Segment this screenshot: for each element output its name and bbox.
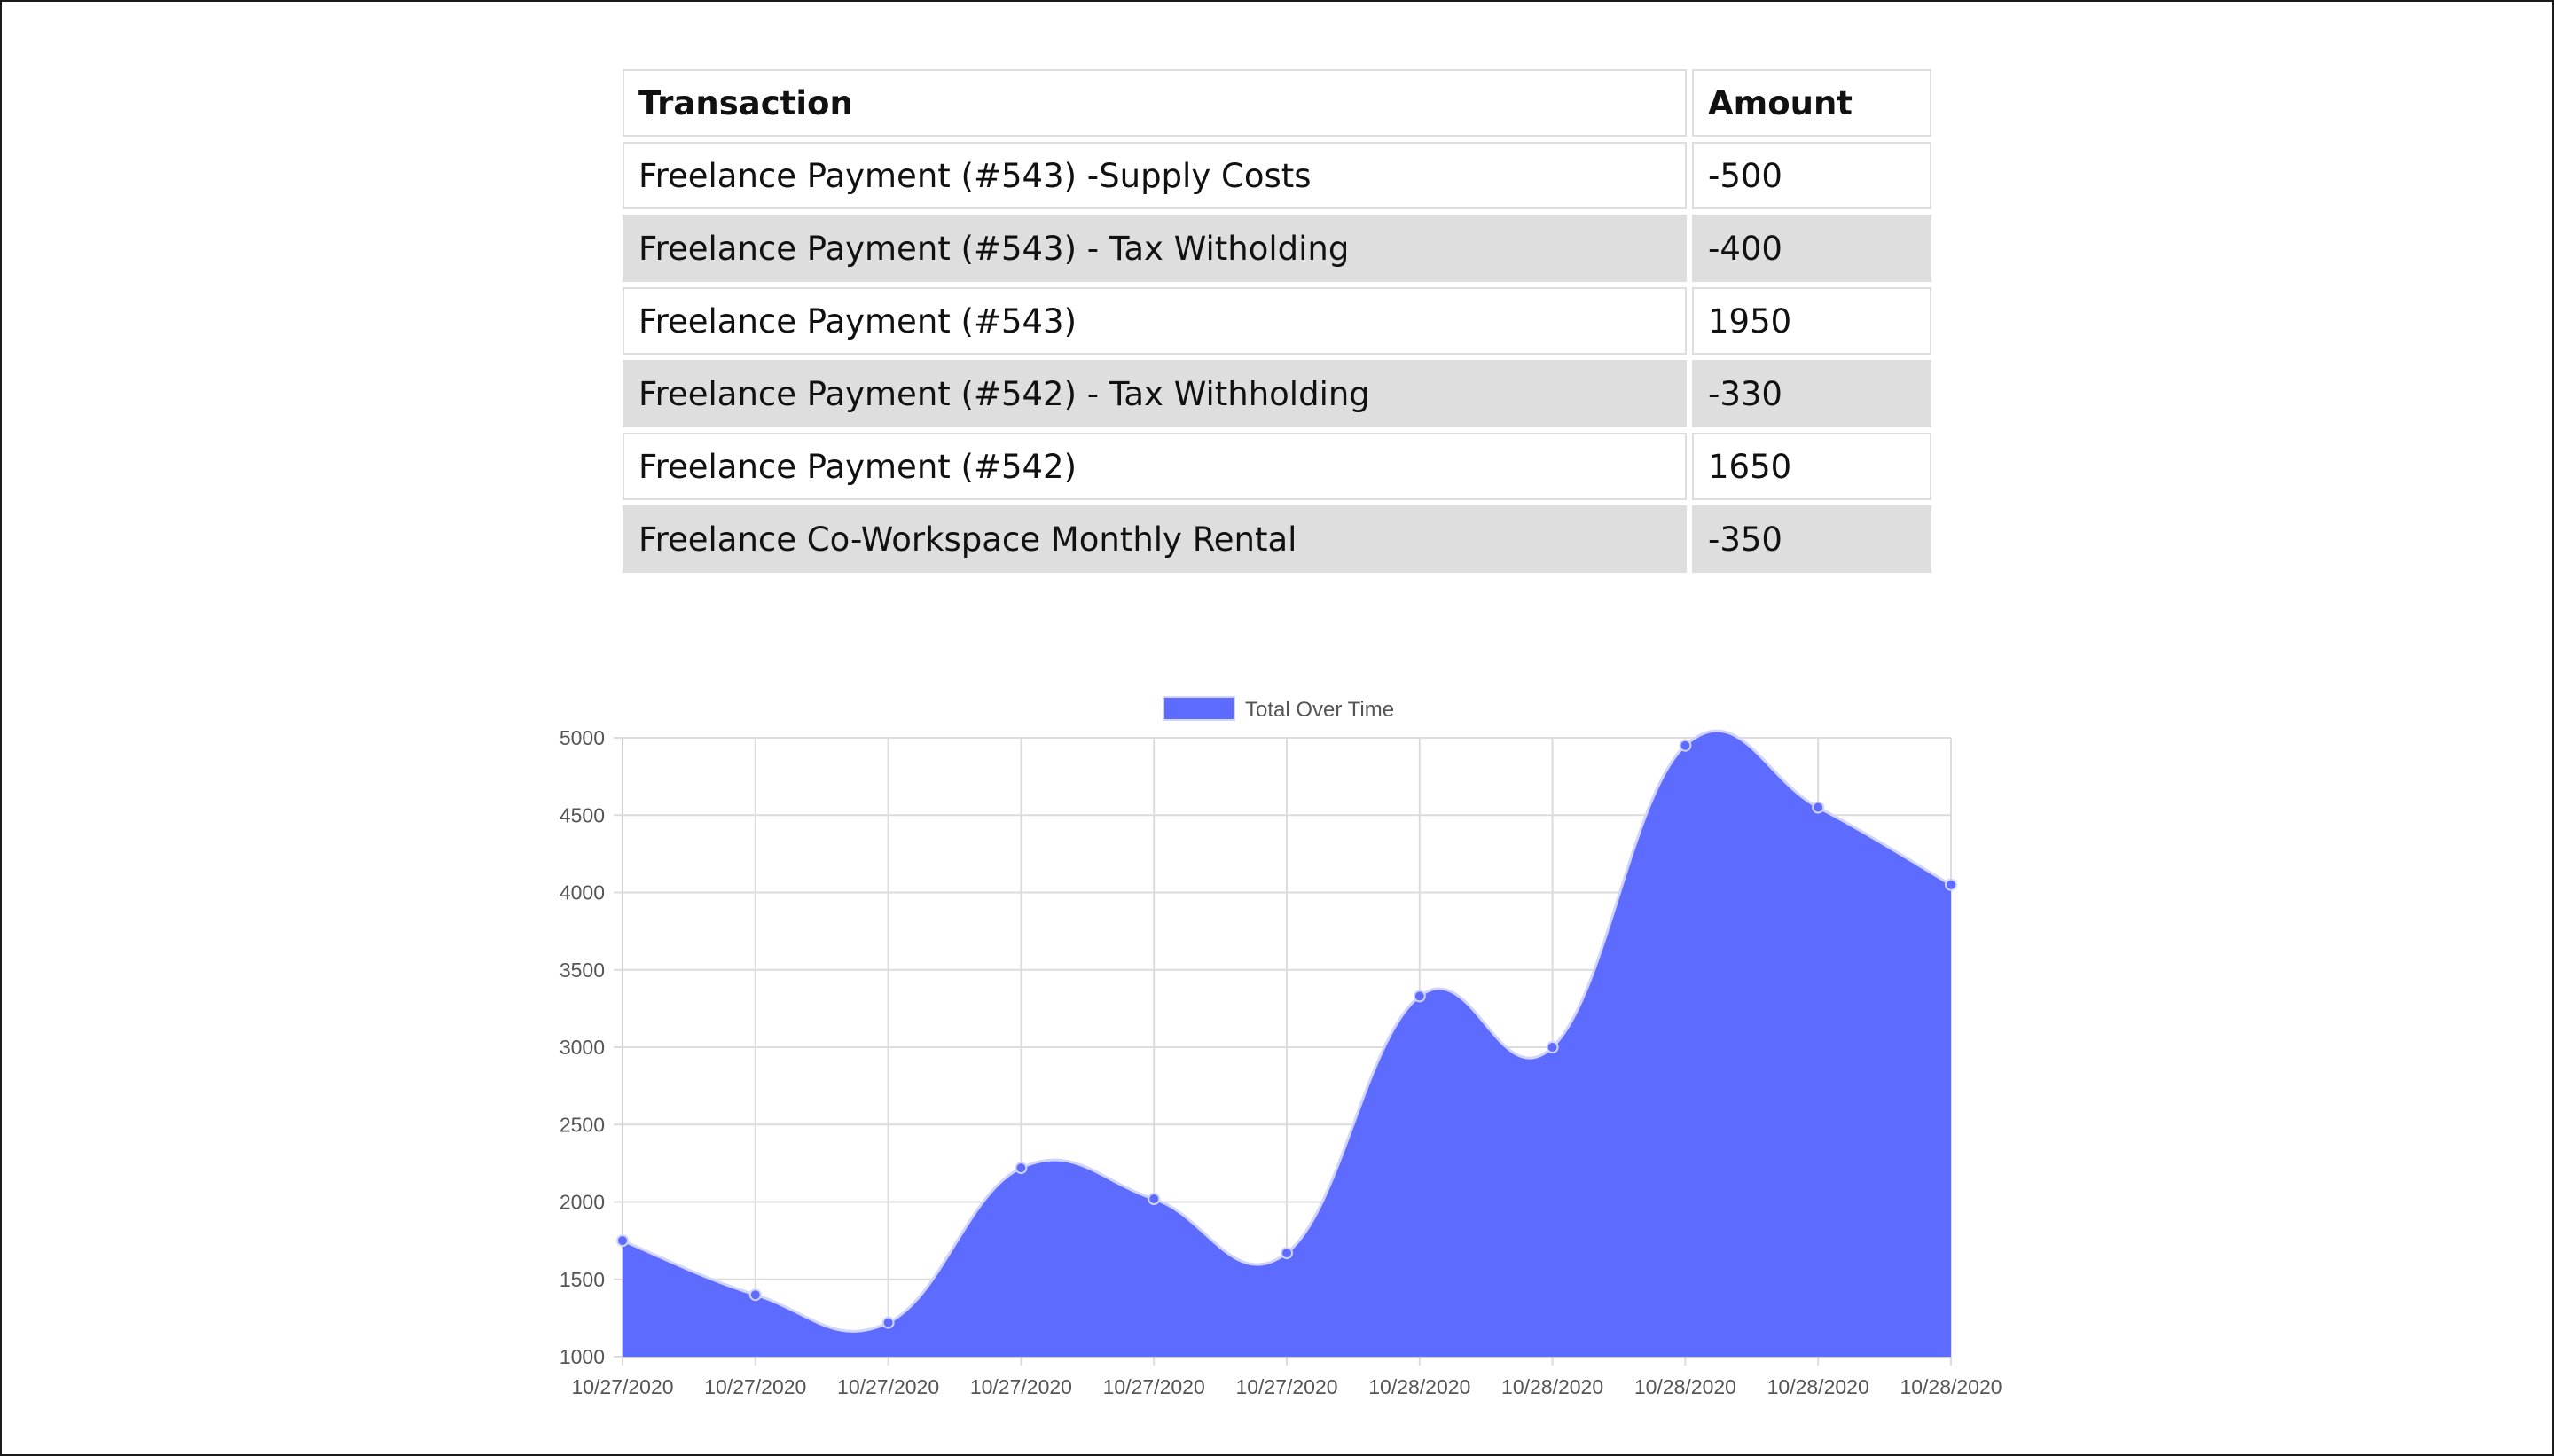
transaction-name-cell: Freelance Co-Workspace Monthly Rental xyxy=(623,505,1687,573)
transaction-amount-cell: -500 xyxy=(1692,142,1931,209)
transaction-amount-cell: -350 xyxy=(1692,505,1931,573)
transaction-name-cell: Freelance Payment (#543) - Tax Witholdin… xyxy=(623,215,1687,282)
x-tick-label: 10/27/2020 xyxy=(970,1375,1072,1398)
x-tick-label: 10/28/2020 xyxy=(1900,1375,2002,1398)
column-header-transaction: Transaction xyxy=(623,69,1687,137)
table-row: Freelance Payment (#542) 1650 xyxy=(623,433,1931,500)
transaction-name-cell: Freelance Payment (#543) xyxy=(623,287,1687,355)
transaction-amount-cell: -400 xyxy=(1692,215,1931,282)
data-point[interactable] xyxy=(1679,739,1692,752)
y-tick-label: 2000 xyxy=(560,1191,605,1214)
x-axis-tick-labels: 10/27/2020 10/27/2020 10/27/2020 10/27/2020… xyxy=(571,1375,2002,1398)
x-tick-label: 10/28/2020 xyxy=(1368,1375,1470,1398)
data-point[interactable] xyxy=(1413,990,1426,1003)
chart-points xyxy=(616,739,1957,1329)
y-tick-label: 4000 xyxy=(560,881,605,904)
x-tick-label: 10/28/2020 xyxy=(1767,1375,1869,1398)
table-row: Freelance Co-Workspace Monthly Rental -3… xyxy=(623,505,1931,573)
data-point[interactable] xyxy=(1148,1193,1161,1206)
y-tick-label: 2500 xyxy=(560,1113,605,1136)
transaction-amount-cell: 1650 xyxy=(1692,433,1931,500)
data-point[interactable] xyxy=(881,1316,895,1329)
data-point[interactable] xyxy=(1546,1041,1559,1053)
table-header-row: Transaction Amount xyxy=(623,69,1931,137)
legend-swatch[interactable] xyxy=(1163,696,1235,721)
y-axis-tick-labels: 1000 1500 2000 2500 3000 3500 4000 4500 5000 xyxy=(560,726,605,1368)
table-row: Freelance Payment (#543) - Tax Witholdin… xyxy=(623,215,1931,282)
column-header-amount: Amount xyxy=(1692,69,1931,137)
x-tick-label: 10/28/2020 xyxy=(1501,1375,1603,1398)
y-tick-label: 1500 xyxy=(560,1268,605,1291)
data-point[interactable] xyxy=(1015,1162,1028,1175)
table-row: Freelance Payment (#542) - Tax Withholdi… xyxy=(623,360,1931,427)
data-point[interactable] xyxy=(616,1234,629,1248)
transaction-amount-cell: 1950 xyxy=(1692,287,1931,355)
transaction-name-cell: Freelance Payment (#542) - Tax Withholdi… xyxy=(623,360,1687,427)
y-tick-label: 5000 xyxy=(560,726,605,749)
chart-canvas: 1000 1500 2000 2500 3000 3500 4000 4500 5000 10/… xyxy=(560,696,2002,1398)
x-tick-label: 10/27/2020 xyxy=(837,1375,939,1398)
transaction-amount-cell: -330 xyxy=(1692,360,1931,427)
transaction-name-cell: Freelance Payment (#542) xyxy=(623,433,1687,500)
data-point[interactable] xyxy=(1281,1247,1293,1260)
legend-label[interactable]: Total Over Time xyxy=(1245,698,1394,722)
y-tick-label: 4500 xyxy=(560,803,605,826)
series-area-fill xyxy=(623,731,1951,1357)
x-tick-label: 10/28/2020 xyxy=(1634,1375,1736,1398)
table-row: Freelance Payment (#543) 1950 xyxy=(623,287,1931,355)
chart-legend[interactable]: Total Over Time xyxy=(1163,696,1394,722)
y-tick-label: 1000 xyxy=(560,1345,605,1368)
x-tick-label: 10/27/2020 xyxy=(571,1375,673,1398)
transactions-table: Transaction Amount Freelance Payment (#5… xyxy=(617,64,1937,578)
x-tick-label: 10/27/2020 xyxy=(1103,1375,1205,1398)
x-tick-label: 10/27/2020 xyxy=(1235,1375,1337,1398)
total-over-time-chart: 1000 1500 2000 2500 3000 3500 4000 4500 5000 10/… xyxy=(2,658,2554,1421)
data-point[interactable] xyxy=(1945,878,1957,891)
y-tick-label: 3500 xyxy=(560,959,605,982)
data-point[interactable] xyxy=(748,1288,762,1302)
x-tick-label: 10/27/2020 xyxy=(704,1375,806,1398)
transactions-table-container: Transaction Amount Freelance Payment (#5… xyxy=(623,69,1931,573)
transaction-name-cell: Freelance Payment (#543) -Supply Costs xyxy=(623,142,1687,209)
y-tick-label: 3000 xyxy=(560,1036,605,1059)
data-point[interactable] xyxy=(1812,801,1825,814)
table-row: Freelance Payment (#543) -Supply Costs -… xyxy=(623,142,1931,209)
